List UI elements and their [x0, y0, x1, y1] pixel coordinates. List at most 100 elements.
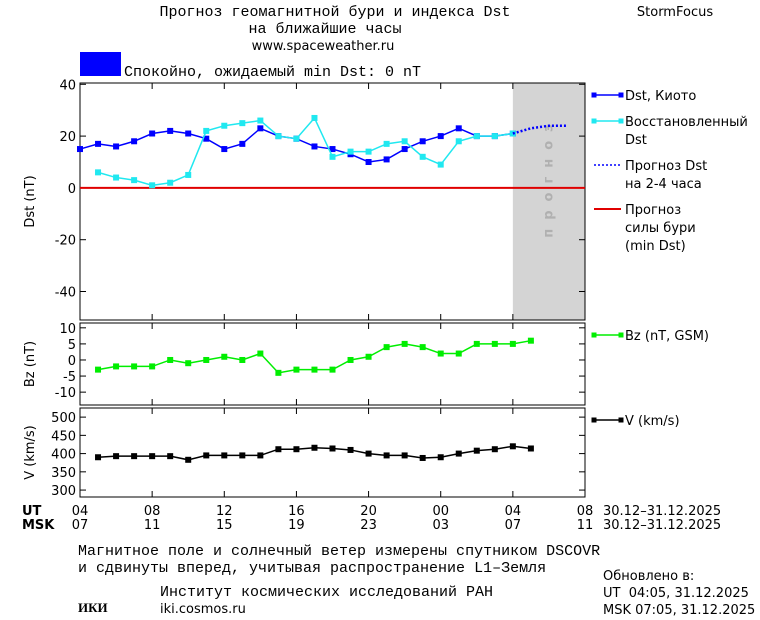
data-point [203, 127, 210, 134]
data-point [257, 117, 264, 124]
url: www.spaceweather.ru [252, 39, 395, 54]
legend-marker [591, 332, 597, 338]
data-point [149, 182, 156, 189]
data-point [167, 127, 174, 134]
y-tick-label: 0 [68, 182, 76, 197]
data-point [149, 130, 156, 137]
data-point [221, 452, 228, 459]
data-point [365, 159, 372, 165]
data-point [257, 452, 264, 459]
data-point [149, 363, 156, 370]
data-point [95, 366, 102, 373]
y-tick-label: 20 [59, 130, 76, 145]
legend-label: Прогноз силы бури (min Dst) [625, 203, 696, 254]
x-tick-label: 12 [216, 504, 233, 519]
series-line [79, 127, 513, 163]
footer-note: Магнитное поле и солнечный ветер измерен… [78, 543, 600, 560]
data-point [131, 453, 138, 460]
data-point [329, 146, 336, 153]
data-point [455, 138, 462, 145]
data-point [329, 366, 336, 373]
data-point [365, 353, 372, 360]
data-point [329, 445, 336, 452]
y-tick-label: 10 [59, 322, 76, 337]
data-point [113, 453, 120, 460]
data-point [383, 140, 390, 147]
data-point [167, 356, 174, 363]
data-point [437, 133, 444, 140]
x-tick-label: 00 [432, 504, 449, 519]
y-tick-label: 40 [59, 78, 76, 93]
data-point [473, 340, 480, 347]
y-tick-label: 5 [68, 338, 76, 353]
data-point [203, 356, 210, 363]
data-point [95, 169, 102, 176]
y-tick-label: 300 [51, 484, 76, 499]
data-point [365, 148, 372, 155]
data-point [491, 133, 498, 140]
institute: Институт космических исследований РАН [160, 584, 493, 601]
data-point [437, 161, 444, 168]
data-point [293, 366, 300, 373]
x-tick-label: 04 [505, 504, 522, 519]
legend-label: V (km/s) [625, 414, 680, 429]
data-point [95, 140, 102, 147]
data-point [419, 153, 426, 160]
x-tick-label: 19 [288, 518, 305, 533]
data-point [167, 453, 174, 460]
updated-ut: UT 04:05, 31.12.2025 [603, 586, 749, 601]
x-tick-label: 04 [72, 504, 89, 519]
x-tick-label: 08 [577, 504, 594, 519]
legend-marker [618, 332, 624, 338]
data-point [221, 122, 228, 129]
footer-note: и сдвинуты вперед, учитывая распростране… [78, 560, 546, 577]
y-axis-label: V (km/s) [23, 425, 38, 480]
x-tick-label: 08 [144, 504, 161, 519]
data-point [257, 350, 264, 357]
data-point [257, 125, 264, 132]
data-point [311, 143, 318, 150]
data-point [509, 340, 516, 347]
data-point [293, 446, 300, 453]
data-point [311, 444, 318, 451]
x-tick-label: 15 [216, 518, 233, 533]
data-point [239, 452, 246, 459]
data-point [455, 125, 462, 132]
updated-label: Обновлено в: [603, 569, 694, 584]
legend-marker [591, 92, 597, 98]
series-line [97, 116, 513, 187]
y-tick-label: 500 [51, 411, 76, 426]
updated-msk: MSK 07:05, 31.12.2025 [603, 603, 755, 618]
data-point [275, 369, 282, 376]
data-point [113, 174, 120, 181]
y-tick-label: -5 [63, 370, 76, 385]
data-point [239, 120, 246, 127]
data-point [509, 443, 516, 450]
legend-marker [591, 417, 597, 423]
x-tick-label: 07 [72, 518, 89, 533]
msk-label: MSK [22, 518, 55, 533]
brand: StormFocus [637, 5, 713, 20]
data-point [473, 447, 480, 454]
data-point [185, 360, 192, 367]
data-point [221, 146, 228, 153]
x-tick-label: 23 [360, 518, 377, 533]
data-point [419, 344, 426, 351]
data-point [401, 146, 408, 153]
legend-label: Dst, Киото [625, 89, 696, 104]
data-point [203, 135, 210, 142]
data-point [131, 363, 138, 370]
legend-label: Bz (nT, GSM) [625, 329, 709, 344]
y-axis-label: Bz (nT) [23, 341, 38, 387]
data-point [185, 130, 192, 137]
data-point [113, 143, 120, 150]
data-point [185, 456, 192, 463]
data-point [131, 138, 138, 145]
data-point [275, 133, 282, 140]
legend-label: Прогноз Dst на 2-4 часа [625, 159, 707, 192]
data-point [221, 353, 228, 360]
logo: ИКИ [78, 600, 108, 615]
x-tick-label: 16 [288, 504, 305, 519]
x-tick-label: 20 [360, 504, 377, 519]
